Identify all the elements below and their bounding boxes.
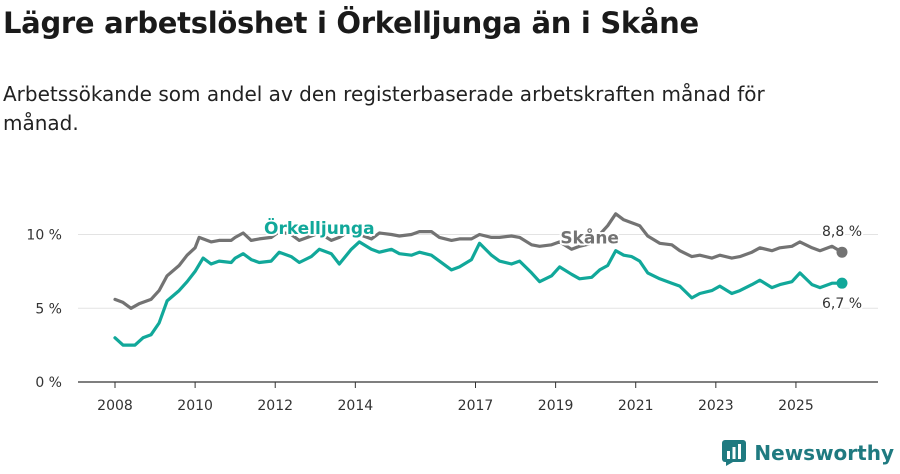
brand-name: Newsworthy (754, 441, 894, 465)
y-tick-label: 10 % (26, 228, 62, 244)
series-label-skane: Skåne (560, 226, 619, 248)
x-tick-label: 2012 (257, 398, 293, 414)
x-tick-label: 2017 (458, 398, 494, 414)
labels: Örkelljunga Skåne 8,8 % 6,7 % (262, 215, 864, 314)
series-end-point (836, 277, 848, 289)
y-tick-label: 5 % (35, 301, 62, 317)
chart-title: Lägre arbetslöshet i Örkelljunga än i Sk… (3, 6, 699, 40)
x-tick-label: 2019 (538, 398, 574, 414)
end-label-skane: 8,8 % (822, 224, 862, 240)
series-line-sk-ne (113, 212, 844, 310)
y-tick-label: 0 % (35, 375, 62, 391)
x-tick-label: 2008 (97, 398, 133, 414)
series-end-point (836, 246, 848, 258)
chart-subtitle: Arbetssökande som andel av den registerb… (3, 82, 765, 135)
x-tick-label: 2021 (618, 398, 654, 414)
series-line--rkelljunga (113, 240, 844, 347)
x-tick-label: 2014 (338, 398, 374, 414)
x-tick-label: 2010 (177, 398, 213, 414)
newsworthy-brand[interactable]: Newsworthy (722, 440, 894, 466)
x-tick-label: 2025 (778, 398, 814, 414)
series (113, 212, 848, 347)
end-label-orkelljunga: 6,7 % (822, 296, 862, 312)
series-label-orkelljunga: Örkelljunga (264, 217, 375, 239)
x-tick-label: 2023 (698, 398, 734, 414)
axes: 0 % 5 % 10 % 2008 2010 2012 2014 2017 2019 2021 20… (26, 228, 878, 414)
newsworthy-logo-icon (722, 440, 747, 466)
